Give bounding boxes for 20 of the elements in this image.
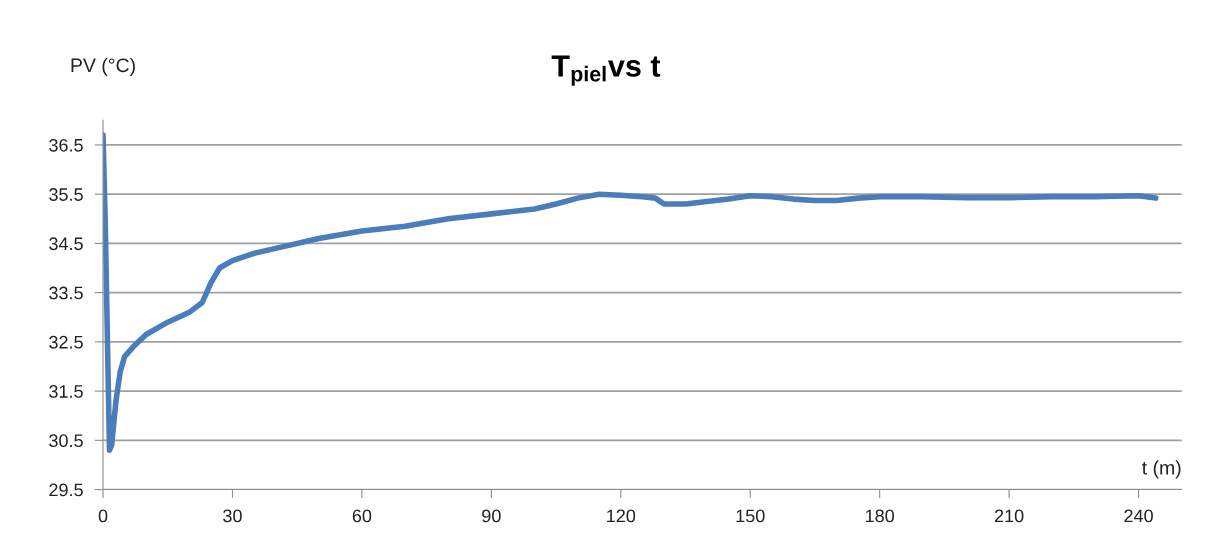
x-tick-label: 120 — [607, 509, 636, 523]
y-tick-label: 34.5 — [49, 237, 83, 251]
x-tick-label: 240 — [1124, 509, 1153, 523]
y-tick-label: 36.5 — [49, 138, 83, 152]
x-tick-label: 0 — [98, 509, 108, 523]
y-tick-label: 30.5 — [49, 434, 83, 448]
y-tick-label: 29.5 — [49, 483, 83, 497]
x-tick-label: 90 — [482, 509, 501, 523]
y-tick-label: 33.5 — [49, 286, 83, 300]
y-tick-label: 35.5 — [49, 188, 83, 201]
chart-title: T$_{piel}$vs t — [551, 55, 661, 86]
x-tick-label: 60 — [352, 509, 372, 523]
x-tick-label: 150 — [736, 509, 765, 523]
x-axis-title: t (m) — [1142, 460, 1181, 479]
y-axis-title: PV (°C) — [71, 57, 135, 77]
x-tick-label: 30 — [223, 509, 242, 523]
y-tick-label: 31.5 — [49, 385, 83, 398]
y-tick-label: 32.5 — [49, 335, 83, 349]
x-tick-label: 210 — [994, 509, 1024, 523]
x-tick-label: 180 — [865, 509, 895, 523]
